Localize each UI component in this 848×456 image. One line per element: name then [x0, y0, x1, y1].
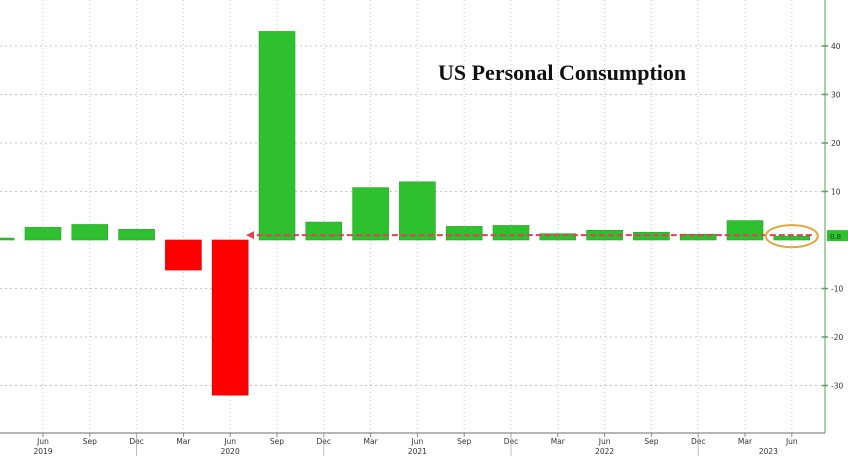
x-tick-label: Jun	[411, 437, 424, 446]
x-tick-label: Jun	[598, 437, 611, 446]
year-label: 2019	[33, 447, 52, 456]
bar-jun-2020	[211, 239, 249, 396]
y-tick-label: 30	[831, 91, 841, 100]
bar-mar-2022	[539, 233, 577, 241]
y-tick-label: 10	[831, 188, 841, 197]
x-tick-label: Sep	[457, 437, 471, 446]
bar-mar-2021	[352, 187, 389, 241]
x-tick-label: Mar	[176, 437, 191, 446]
highlight-ellipse	[764, 224, 819, 249]
year-label: 2023	[759, 447, 778, 456]
bar-dec-2019	[118, 229, 155, 241]
x-tick-label: Jun	[785, 437, 798, 446]
year-label: 2021	[408, 447, 427, 456]
last-value-label: 0.8	[830, 233, 841, 241]
bar-jun-2021	[399, 181, 436, 241]
bar-jun-2023	[773, 235, 811, 241]
x-tick-label: Jun	[36, 437, 49, 446]
year-label: 2020	[221, 447, 240, 456]
x-tick-label: Mar	[738, 437, 753, 446]
y-tick-label: 40	[831, 42, 841, 51]
bar-sep-2019	[71, 224, 109, 241]
x-tick-label: Sep	[83, 437, 97, 446]
x-tick-label: Mar	[551, 437, 566, 446]
bar-mar-2023	[726, 220, 764, 241]
bar-sep-2022	[633, 231, 670, 241]
y-tick-label: -20	[831, 333, 843, 342]
x-tick-label: Sep	[644, 437, 658, 446]
y-tick-label: -30	[831, 382, 843, 391]
arrow-head-icon	[246, 231, 254, 240]
bar-sep-2020	[258, 31, 296, 241]
x-tick-label: Jun	[223, 437, 236, 446]
bar-dec-2020	[305, 221, 343, 241]
bar-mar-2019	[0, 237, 15, 241]
x-tick-label: Sep	[270, 437, 284, 446]
last-value-badge	[827, 230, 848, 242]
annotations	[246, 224, 819, 249]
year-label: 2022	[595, 447, 614, 456]
bar-mar-2020	[165, 239, 202, 271]
bar-sep-2021	[445, 226, 483, 241]
y-tick-label: -10	[831, 285, 843, 294]
x-tick-label: Mar	[364, 437, 379, 446]
bar-dec-2021	[492, 225, 530, 241]
y-tick-label: 20	[831, 139, 841, 148]
bars	[0, 31, 811, 396]
chart-title: US Personal Consumption	[438, 60, 686, 85]
bar-jun-2019	[24, 227, 62, 241]
